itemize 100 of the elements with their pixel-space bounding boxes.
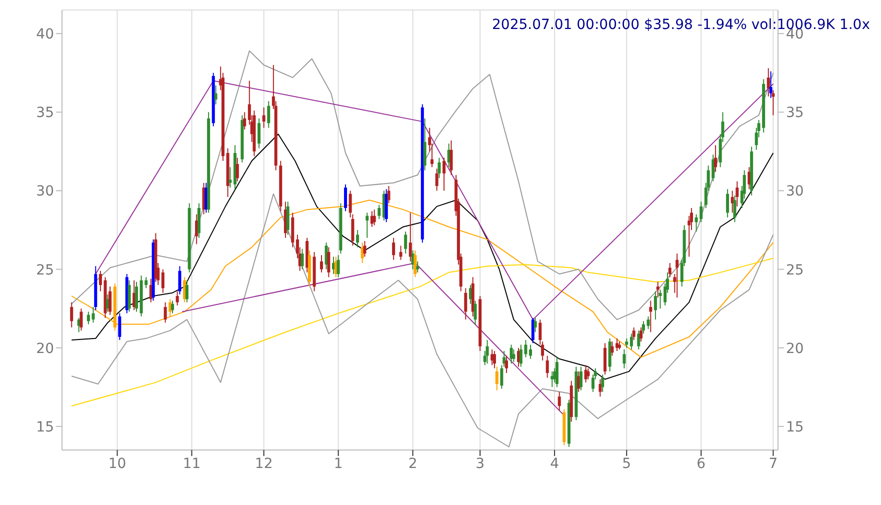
candlestick	[668, 262, 672, 278]
candlestick	[769, 70, 772, 98]
y2-tick-label: 20	[786, 340, 804, 357]
candlestick	[363, 240, 366, 258]
candlestick	[555, 356, 558, 388]
y2-tick-label: 30	[786, 184, 804, 200]
candlestick	[300, 248, 304, 270]
candlestick	[512, 348, 516, 362]
candlestick	[286, 201, 290, 236]
candlestick	[630, 333, 633, 350]
candlestick	[733, 194, 736, 223]
candlestick	[529, 344, 532, 360]
candlestick	[486, 340, 489, 364]
candlestick	[164, 302, 167, 324]
candlestick	[598, 378, 602, 398]
candlestick	[185, 280, 188, 303]
candlestick	[243, 112, 246, 130]
candlestick	[356, 230, 360, 248]
candlestick	[632, 326, 636, 340]
candlestick	[649, 300, 652, 333]
candlestick	[171, 300, 174, 314]
candlestick	[423, 118, 426, 171]
candlestick	[372, 209, 376, 226]
candlestick	[236, 157, 239, 182]
candlestick	[654, 290, 657, 320]
candlestick	[366, 212, 369, 238]
candlestick	[656, 281, 660, 298]
candlestick	[646, 316, 650, 330]
y-tick-label: 25	[36, 262, 54, 278]
x-tick-label: 2	[408, 456, 418, 472]
candlestick	[258, 118, 261, 149]
candlestick	[414, 250, 417, 278]
candlestick	[178, 266, 182, 295]
candlestick	[320, 254, 323, 273]
candlestick	[610, 341, 614, 356]
candlestick	[435, 168, 438, 192]
candlestick	[642, 320, 645, 334]
candlestick	[392, 237, 396, 260]
candlestick	[118, 312, 122, 340]
line-series	[71, 258, 774, 406]
candlestick	[134, 281, 138, 312]
candlestick	[492, 350, 496, 369]
candlestick	[378, 204, 381, 220]
candlestick	[262, 106, 266, 128]
candlestick	[604, 342, 607, 376]
candlestick	[579, 366, 582, 391]
candlestick	[327, 246, 330, 278]
candlestick	[464, 288, 468, 320]
candlestick	[495, 366, 498, 391]
candlestick	[416, 260, 420, 273]
x-tick-label: 3	[476, 456, 485, 472]
x-tick-label: 5	[622, 456, 632, 472]
y-tick-label: 35	[36, 105, 54, 122]
candlestick	[70, 302, 74, 328]
x-tick-label: 7	[768, 456, 778, 472]
candlestick	[558, 391, 561, 412]
candlestick	[450, 140, 453, 176]
candlestick	[534, 318, 537, 333]
y2-tick-label: 25	[786, 262, 804, 278]
candlestick	[161, 268, 164, 294]
y-tick-label: 15	[36, 419, 54, 436]
x-tick-label: 1	[334, 456, 343, 472]
candlestick	[726, 188, 730, 218]
candlestick	[336, 254, 340, 278]
candlestick	[408, 212, 412, 262]
candlestick	[546, 355, 549, 378]
x-tick-label: 6	[696, 456, 706, 472]
candlestick	[267, 100, 270, 128]
candlestick	[128, 280, 131, 312]
candlestick	[640, 326, 643, 342]
candlestick	[442, 157, 446, 192]
candlestick	[438, 157, 441, 179]
candlestick	[344, 184, 348, 212]
x-tick-label: 4	[550, 456, 560, 472]
candlestick	[504, 355, 508, 374]
candlestick	[474, 300, 477, 325]
y2-tick-label: 35	[786, 105, 804, 122]
candlestick	[766, 68, 770, 97]
candlestick	[80, 308, 83, 332]
x-tick-label: 11	[182, 456, 201, 472]
candlestick	[531, 318, 534, 344]
candlestick	[622, 348, 626, 369]
candlestick	[601, 374, 604, 392]
x-tick-label: 12	[254, 456, 273, 472]
candlestick	[714, 144, 718, 172]
candlestick	[676, 253, 679, 298]
candlestick	[550, 370, 554, 388]
candlestick	[730, 190, 734, 214]
x-tick-label: 10	[108, 456, 126, 472]
candlestick	[404, 231, 408, 254]
candlestick	[625, 338, 628, 348]
candlestick	[399, 245, 402, 260]
y-tick-label: 40	[36, 26, 54, 43]
y-tick-label: 30	[36, 184, 54, 200]
candlestick	[736, 180, 739, 207]
candlestick	[176, 290, 179, 306]
candlestick	[108, 286, 112, 316]
y2-tick-label: 15	[786, 419, 804, 436]
line-series	[71, 193, 774, 448]
candlestick	[387, 186, 390, 204]
